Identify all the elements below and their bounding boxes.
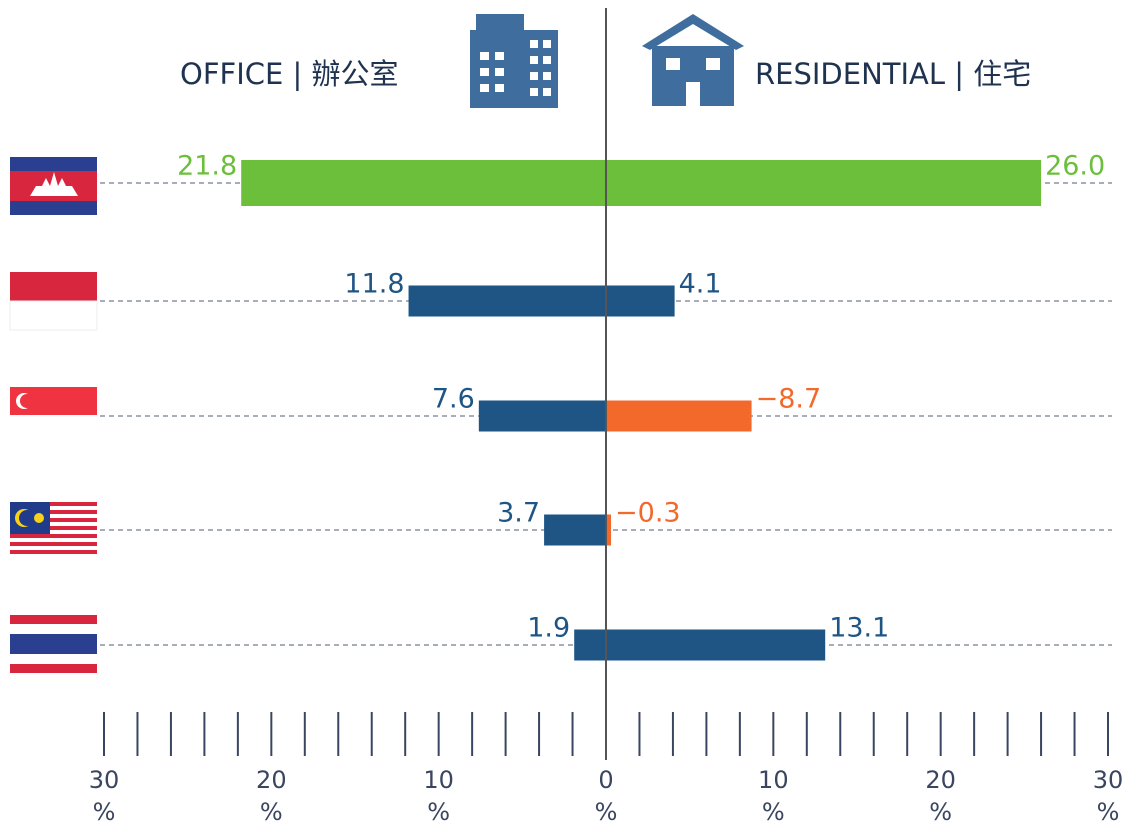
value-label: −8.7: [756, 384, 822, 415]
office-icon: [470, 14, 558, 108]
value-label: 1.9: [527, 613, 570, 644]
flag-thailand: [10, 615, 97, 673]
value-label: 26.0: [1045, 151, 1105, 182]
residential-bar: [606, 160, 1042, 206]
flag-singapore: [10, 387, 97, 415]
office-bar: [478, 400, 606, 432]
x-tick-label: 0 %: [594, 766, 618, 826]
office-header: OFFICE | 辦公室: [180, 57, 399, 91]
residential-header: RESIDENTIAL | 住宅: [755, 57, 1031, 91]
value-label: 3.7: [497, 498, 540, 529]
residential-icon: [642, 14, 744, 106]
office-bar: [574, 629, 606, 661]
residential-bar: [606, 514, 612, 546]
value-label: 7.6: [432, 384, 475, 415]
office-bar: [544, 514, 606, 546]
value-label: 4.1: [679, 269, 722, 300]
residential-bar: [606, 400, 752, 432]
office-bar: [241, 160, 607, 206]
flag-malaysia: [10, 502, 97, 560]
x-tick-label: 10 %: [758, 766, 789, 826]
x-tick-label: 20 %: [256, 766, 287, 826]
x-tick-label: 30 %: [1092, 766, 1124, 826]
flag-indonesia: [9, 272, 98, 331]
value-label: −0.3: [615, 498, 681, 529]
flag-cambodia: [10, 157, 97, 215]
residential-bar: [606, 285, 675, 317]
x-tick-label: 10 %: [423, 766, 454, 826]
value-label: 13.1: [829, 613, 889, 644]
value-label: 21.8: [177, 151, 237, 182]
office-bar: [408, 285, 606, 317]
x-tick-label: 30 %: [88, 766, 120, 826]
value-label: 11.8: [344, 269, 404, 300]
residential-bar: [606, 629, 826, 661]
x-tick-label: 20 %: [925, 766, 956, 826]
